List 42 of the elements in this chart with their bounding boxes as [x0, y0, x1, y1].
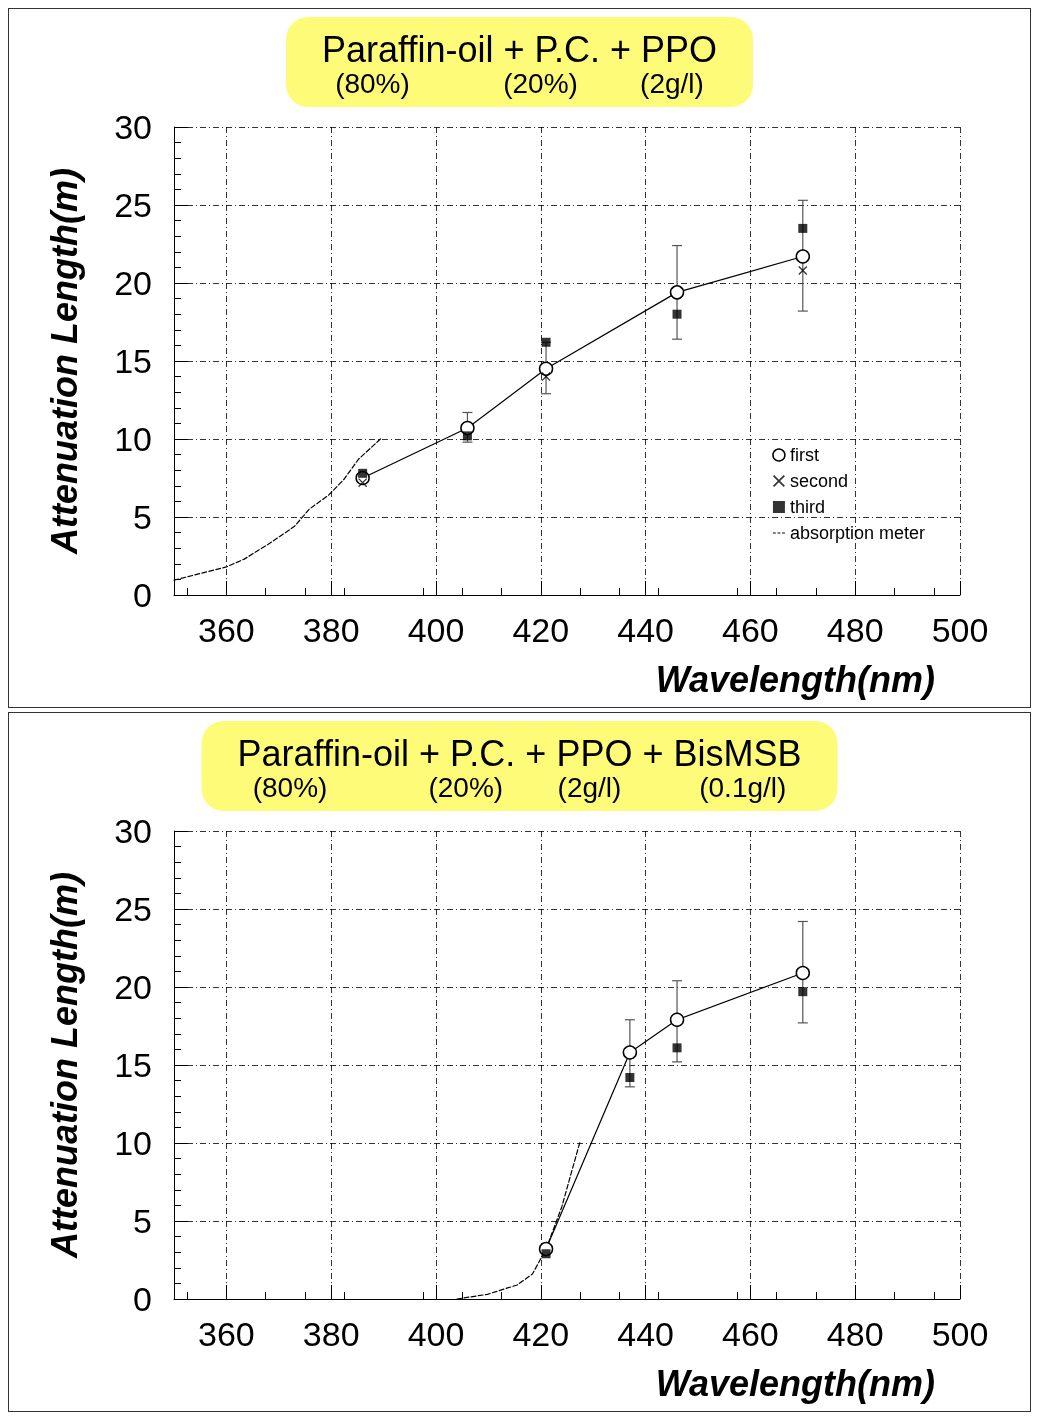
y-tick-label: 0 — [133, 576, 152, 614]
x-tick-label: 400 — [407, 611, 465, 649]
chart-subtitle: (80%) (20%) (2g/l) (0.1g/l) — [252, 771, 787, 803]
y-tick-label: 20 — [114, 264, 152, 302]
x-tick-label: 440 — [617, 611, 674, 649]
legend-label: first — [789, 445, 819, 465]
chart-title: Paraffin-oil + P.C. + PPO — [322, 28, 717, 70]
x-tick-label: 380 — [302, 1315, 360, 1353]
y-tick-label: 0 — [133, 1280, 152, 1318]
y-tick-label: 20 — [114, 968, 152, 1006]
x-tick-label: 460 — [722, 611, 779, 649]
x-tick-label: 380 — [302, 611, 360, 649]
x-tick-label: 500 — [931, 1315, 989, 1353]
y-tick-label: 30 — [114, 108, 152, 146]
x-axis-title: Wavelength(nm) — [655, 1362, 936, 1404]
y-tick-label: 25 — [114, 186, 152, 224]
legend-label: absorption meter — [789, 523, 926, 543]
y-tick-label: 5 — [133, 498, 152, 536]
y-tick-label: 15 — [114, 342, 152, 380]
chart-title: Paraffin-oil + P.C. + PPO + BisMSB — [237, 732, 802, 774]
x-tick-label: 400 — [407, 1315, 465, 1353]
x-tick-label: 420 — [512, 1315, 570, 1353]
chart-subtitle: (80%) (20%) (2g/l) — [335, 67, 704, 99]
x-tick-label: 460 — [722, 1315, 779, 1353]
y-tick-label: 10 — [114, 1124, 152, 1162]
x-tick-label: 420 — [512, 611, 570, 649]
y-axis-title: Attenuation Length(m) — [43, 168, 85, 555]
x-tick-label: 480 — [826, 1315, 884, 1353]
y-tick-label: 15 — [114, 1046, 152, 1084]
y-tick-label: 5 — [133, 1202, 152, 1240]
y-tick-label: 30 — [114, 812, 152, 850]
x-tick-label: 480 — [826, 611, 884, 649]
y-axis-title: Attenuation Length(m) — [43, 872, 85, 1259]
x-tick-label: 360 — [198, 611, 255, 649]
x-tick-label: 440 — [617, 1315, 674, 1353]
legend-label: third — [789, 497, 825, 517]
y-tick-label: 10 — [114, 420, 152, 458]
x-tick-label: 500 — [931, 611, 989, 649]
x-tick-label: 360 — [198, 1315, 255, 1353]
y-tick-label: 25 — [114, 890, 152, 928]
x-axis-title: Wavelength(nm) — [655, 658, 936, 700]
legend-label: second — [789, 471, 848, 491]
